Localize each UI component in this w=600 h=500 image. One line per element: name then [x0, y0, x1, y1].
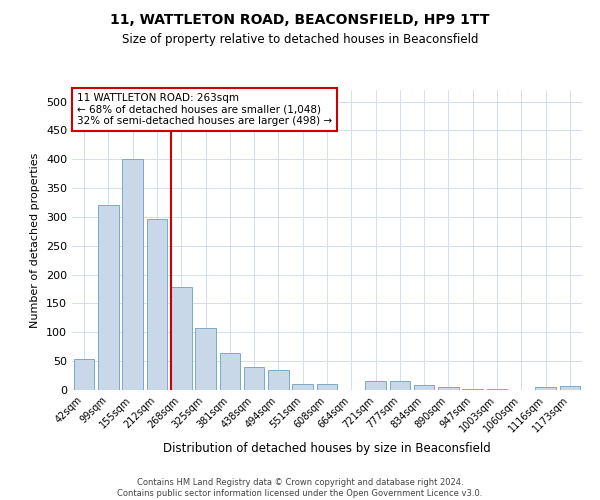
X-axis label: Distribution of detached houses by size in Beaconsfield: Distribution of detached houses by size … [163, 442, 491, 456]
Text: Contains HM Land Registry data © Crown copyright and database right 2024.
Contai: Contains HM Land Registry data © Crown c… [118, 478, 482, 498]
Text: Size of property relative to detached houses in Beaconsfield: Size of property relative to detached ho… [122, 32, 478, 46]
Bar [438, 387, 459, 390]
Bar [244, 367, 265, 390]
Bar [560, 386, 580, 390]
Bar [463, 389, 483, 390]
Bar [389, 382, 410, 390]
Bar [292, 384, 313, 390]
Bar [365, 382, 386, 390]
Bar [146, 218, 167, 390]
Bar [122, 159, 143, 390]
Text: 11 WATTLETON ROAD: 263sqm
← 68% of detached houses are smaller (1,048)
32% of se: 11 WATTLETON ROAD: 263sqm ← 68% of detac… [77, 93, 332, 126]
Bar [414, 385, 434, 390]
Bar [220, 352, 240, 390]
Bar [535, 387, 556, 390]
Bar [317, 384, 337, 390]
Bar [171, 288, 191, 390]
Bar [195, 328, 216, 390]
Bar [74, 359, 94, 390]
Text: 11, WATTLETON ROAD, BEACONSFIELD, HP9 1TT: 11, WATTLETON ROAD, BEACONSFIELD, HP9 1T… [110, 12, 490, 26]
Bar [98, 206, 119, 390]
Bar [268, 370, 289, 390]
Y-axis label: Number of detached properties: Number of detached properties [31, 152, 40, 328]
